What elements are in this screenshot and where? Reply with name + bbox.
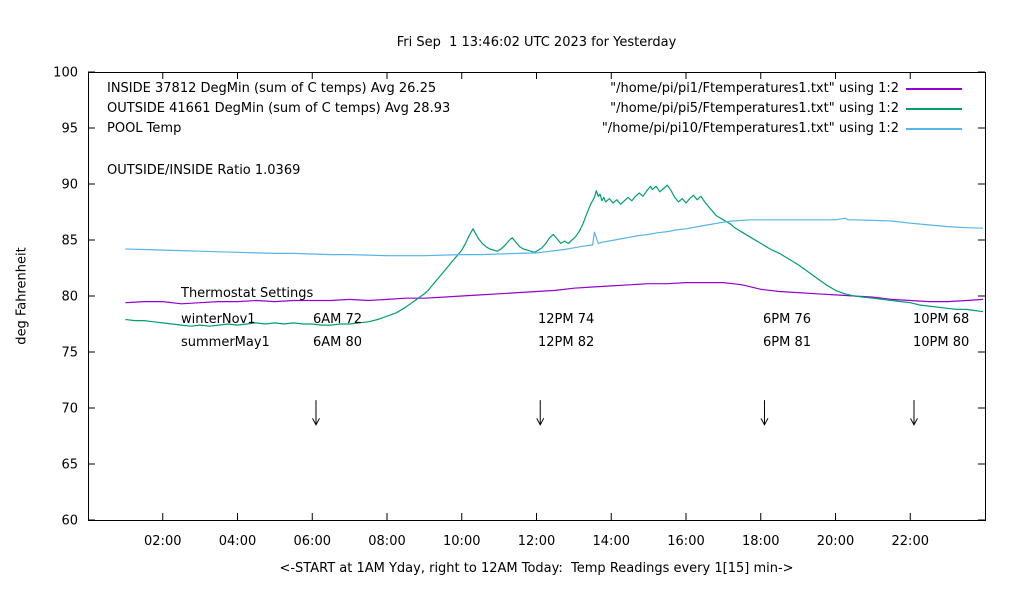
y-tick-label: 70 <box>61 402 78 417</box>
thermostat-winter-name: winterNov1 <box>181 312 256 327</box>
legend-file-pool: "/home/pi/pi10/Ftemperatures1.txt" using… <box>601 121 899 136</box>
x-axis-label: <-START at 1AM Yday, right to 12AM Today… <box>279 561 794 576</box>
thermostat-arrow <box>536 400 545 426</box>
thermostat-winter-6am: 6AM 72 <box>313 312 363 327</box>
y-tick-label: 90 <box>61 178 78 193</box>
legend-line-sample-pool <box>906 128 962 130</box>
legend-file-outside: "/home/pi/pi5/Ftemperatures1.txt" using … <box>610 101 899 116</box>
legend-label-outside: OUTSIDE 41661 DegMin (sum of C temps) Av… <box>107 101 451 116</box>
thermostat-summer-6pm: 6PM 81 <box>763 335 812 350</box>
thermostat-summer-name: summerMay1 <box>181 335 270 350</box>
thermostat-arrow <box>910 400 918 426</box>
y-tick-label: 95 <box>61 122 78 137</box>
thermostat-settings-title: Thermostat Settings <box>181 286 314 301</box>
y-tick-label: 65 <box>61 458 78 473</box>
x-tick-label: 18:00 <box>742 534 779 549</box>
y-tick-label: 85 <box>61 234 78 249</box>
y-tick-label: 80 <box>61 290 78 305</box>
legend-label-pool: POOL Temp <box>107 121 182 136</box>
x-tick-label: 10:00 <box>443 534 480 549</box>
x-tick-label: 20:00 <box>817 534 854 549</box>
x-tick-label: 06:00 <box>294 534 331 549</box>
y-tick-label: 75 <box>61 346 78 361</box>
thermostat-winter-6pm: 6PM 76 <box>763 312 812 327</box>
x-tick-label: 22:00 <box>892 534 929 549</box>
thermostat-summer-6am: 6AM 80 <box>313 335 363 350</box>
thermostat-arrow <box>312 400 320 426</box>
x-tick-label: 12:00 <box>518 534 555 549</box>
x-tick-label: 08:00 <box>368 534 405 549</box>
x-tick-label: 14:00 <box>593 534 630 549</box>
chart-title: Fri Sep 1 13:46:02 UTC 2023 for Yesterda… <box>396 35 677 50</box>
thermostat-winter-10pm: 10PM 68 <box>913 312 970 327</box>
x-tick-label: 04:00 <box>219 534 256 549</box>
series-line-outside <box>125 184 984 327</box>
thermostat-winter-12pm: 12PM 74 <box>538 312 595 327</box>
ratio-annotation: OUTSIDE/INSIDE Ratio 1.0369 <box>107 163 301 178</box>
legend-label-inside: INSIDE 37812 DegMin (sum of C temps) Avg… <box>107 81 437 96</box>
x-tick-label: 02:00 <box>144 534 181 549</box>
legend-file-inside: "/home/pi/pi1/Ftemperatures1.txt" using … <box>610 81 899 96</box>
y-axis-label: deg Fahrenheit <box>14 247 30 345</box>
y-tick-label: 100 <box>53 66 78 81</box>
legend-line-sample-outside <box>906 108 962 110</box>
thermostat-summer-10pm: 10PM 80 <box>913 335 970 350</box>
y-tick-label: 60 <box>61 514 78 529</box>
x-tick-label: 16:00 <box>667 534 704 549</box>
series-line-pool <box>125 217 984 257</box>
legend-line-sample-inside <box>906 88 962 90</box>
thermostat-summer-12pm: 12PM 82 <box>538 335 595 350</box>
thermostat-arrow <box>760 400 769 426</box>
